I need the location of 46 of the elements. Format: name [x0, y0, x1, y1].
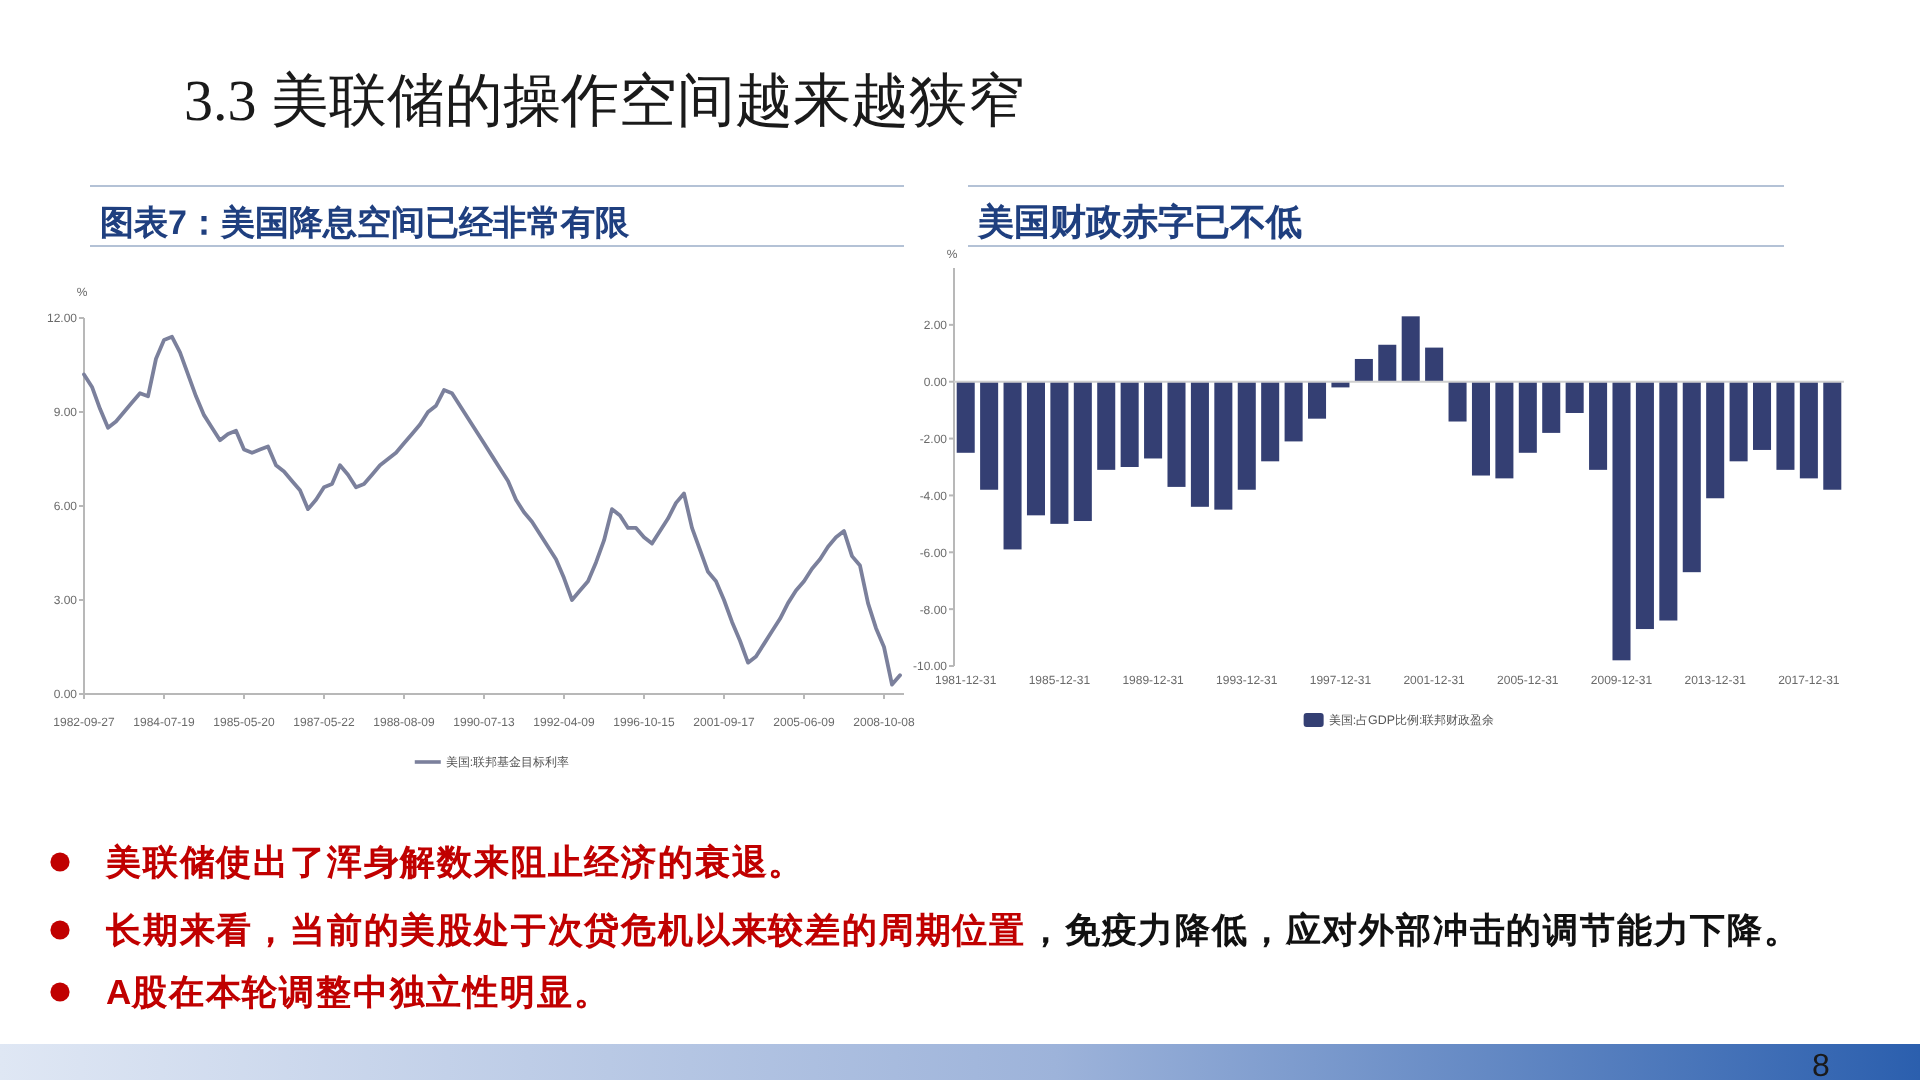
bar	[1471, 381, 1490, 476]
bar	[1495, 381, 1514, 479]
bar	[1378, 344, 1397, 382]
bar	[1659, 381, 1678, 621]
bar	[1776, 381, 1795, 470]
bar	[1518, 381, 1537, 453]
chart-title: 美国财政赤字已不低	[976, 202, 1302, 242]
bar	[1401, 316, 1420, 382]
text: 8	[1812, 1050, 1830, 1080]
text: ，免疫力降低，应对外部冲击的调节能力下降。	[1028, 910, 1801, 950]
bar	[1589, 381, 1608, 470]
bar	[1799, 381, 1818, 479]
bar	[1682, 381, 1701, 573]
bar	[1003, 381, 1022, 550]
bar	[1144, 381, 1163, 459]
bar	[1284, 381, 1303, 442]
bar	[1120, 381, 1139, 467]
bar	[1097, 381, 1116, 470]
text: A股在本轮调整中独立性明显。	[106, 972, 611, 1012]
bar	[1542, 381, 1561, 433]
bar	[1823, 381, 1842, 490]
chart-title: 图表7：美国降息空间已经非常有限	[100, 204, 631, 242]
bar	[1073, 381, 1092, 522]
bar	[1753, 381, 1772, 450]
bar	[1237, 381, 1256, 490]
bar	[1308, 381, 1327, 419]
bar	[1425, 347, 1444, 382]
bar	[1635, 381, 1654, 630]
bar	[1565, 381, 1584, 413]
bar	[1612, 381, 1631, 661]
bar	[956, 381, 975, 453]
bar	[1190, 381, 1209, 507]
bar	[1729, 381, 1748, 462]
bar	[1261, 381, 1280, 462]
text: 长期来看，当前的美股处于次贷危机以来较差的周期位置	[104, 910, 1026, 950]
bar	[1706, 381, 1725, 499]
line-series	[82, 334, 902, 687]
bar	[1354, 358, 1373, 382]
bar	[1167, 381, 1186, 487]
bar	[1214, 381, 1233, 510]
bar	[1026, 381, 1045, 516]
text: 3.3 美联储的操作空间越来越狭窄	[184, 70, 1025, 134]
bar	[1448, 381, 1467, 422]
bar	[980, 381, 999, 490]
bar	[1050, 381, 1069, 524]
text: 美联储使出了浑身解数来阻止经济的衰退。	[104, 842, 806, 882]
